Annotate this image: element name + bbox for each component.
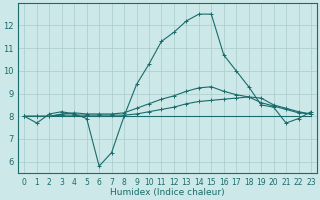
X-axis label: Humidex (Indice chaleur): Humidex (Indice chaleur) [110,188,225,197]
